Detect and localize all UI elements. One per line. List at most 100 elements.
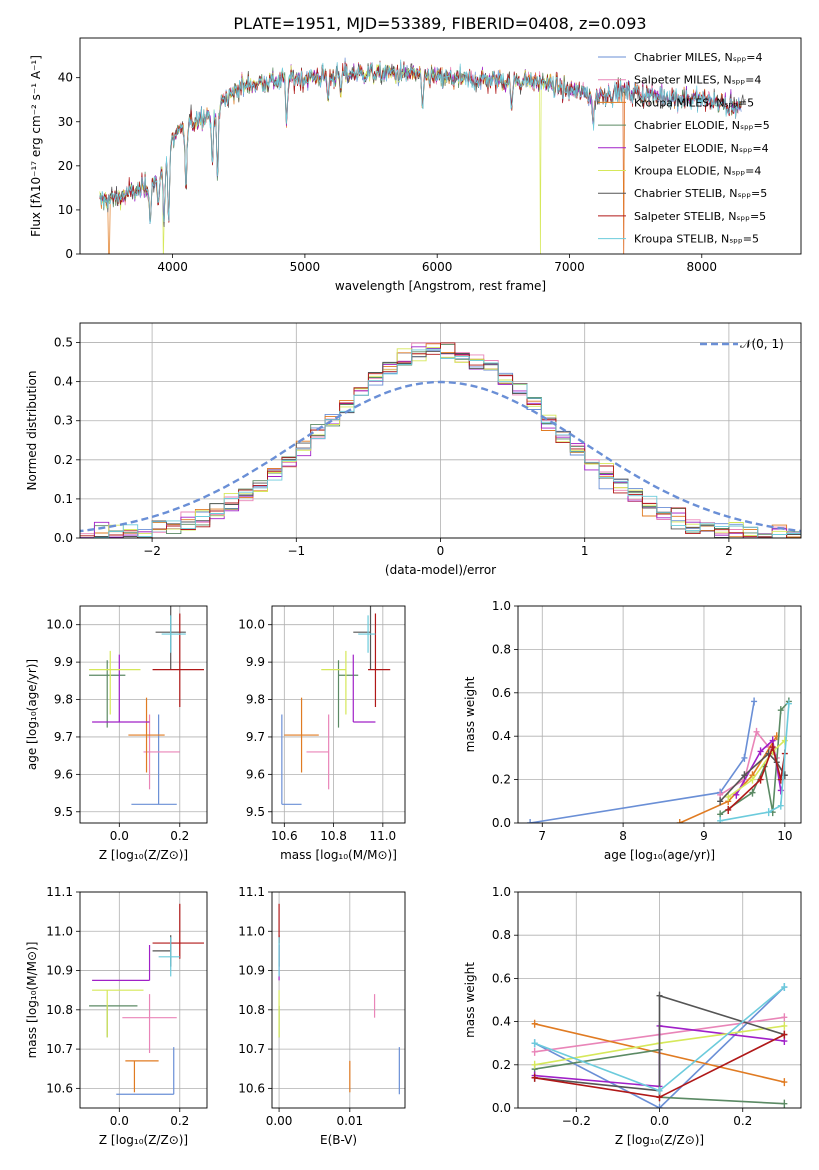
weight-point: [656, 991, 663, 1000]
y-axis-label: mass weight: [463, 962, 477, 1038]
y-axis-label: Flux [fλ10⁻¹⁷ erg cm⁻² s⁻¹ A⁻¹]: [29, 55, 43, 237]
weight-point: [781, 1078, 788, 1087]
x-tick-label: 2: [725, 544, 733, 558]
x-tick-label: 7000: [554, 260, 585, 274]
y-tick-label: 10.7: [46, 1042, 73, 1056]
y-tick-label: 10.9: [238, 964, 265, 978]
weight-point: [781, 1013, 788, 1022]
y-tick-label: 9.6: [54, 767, 73, 781]
x-tick-label: 7: [538, 829, 546, 843]
y-tick-label: 0.4: [54, 375, 73, 389]
y-tick-label: 10.8: [238, 1003, 265, 1017]
legend-label: Chabrier MILES, Nₛₚₚ=4: [634, 51, 763, 64]
weight-point: [785, 699, 792, 708]
plot-area: [89, 606, 204, 805]
x-tick-label: 0: [437, 544, 445, 558]
y-tick-label: 10: [58, 203, 73, 217]
figure-title: PLATE=1951, MJD=53389, FIBERID=0408, z=0…: [233, 14, 646, 33]
x-tick-label: 6000: [422, 260, 453, 274]
x-tick-label: 10.6: [271, 829, 298, 843]
y-tick-label: 10.7: [238, 1042, 265, 1056]
weight-line: [727, 739, 786, 798]
y-tick-label: 10.9: [46, 964, 73, 978]
plot-area: [80, 342, 801, 538]
y-axis-label: mass [log₁₀(M/M⊙)]: [25, 942, 39, 1059]
plot-area: [531, 983, 788, 1108]
weight-point: [777, 706, 784, 715]
weight-point: [749, 788, 756, 797]
weight-point: [765, 808, 772, 817]
x-tick-label: 0.2: [170, 1114, 189, 1128]
weight-point: [753, 727, 760, 736]
weight-point: [725, 792, 732, 801]
axes-frame: [79, 322, 802, 539]
weight-point: [781, 1021, 788, 1030]
panel-weight-vs-Z: −0.2 0.0 0.2 0.0 0.2 0.4 0.6 0.8 1.0 Z [log₁₀(Z/Z…: [463, 885, 802, 1147]
x-tick-label: 0.0: [110, 829, 129, 843]
weight-line: [529, 701, 755, 823]
y-tick-label: 40: [58, 71, 73, 85]
legend-label: Salpeter ELODIE, Nₛₚₚ=4: [634, 142, 769, 155]
y-tick-label: 10.6: [46, 1081, 73, 1095]
y-tick-label: 0.6: [492, 686, 511, 700]
y-axis-label: Normed distribution: [25, 371, 39, 491]
plot-area: [281, 606, 391, 805]
weight-point: [741, 771, 748, 780]
panel-weight-vs-age: 7 8 9 10 0.0 0.2 0.4 0.6 0.8 1.0 age [log₁₀(age/yr…: [463, 599, 802, 862]
x-axis-label: Z [log₁₀(Z/Z⊙)]: [99, 1133, 188, 1147]
panel-mass-vs-EBV: 0.00 0.01 10.6 10.7 10.8 10.9 11.0 11.1 E(B-V): [238, 885, 406, 1147]
x-tick-label: −0.2: [562, 1114, 591, 1128]
y-tick-label: 1.0: [492, 885, 511, 899]
y-tick-label: 0.2: [492, 1058, 511, 1072]
y-tick-label: 0.8: [492, 928, 511, 942]
x-tick-label: 5000: [290, 260, 321, 274]
x-axis-label: E(B-V): [320, 1133, 357, 1147]
axes-frame: [79, 891, 208, 1109]
legend-label: Kroupa ELODIE, Nₛₚₚ=4: [634, 165, 761, 178]
y-tick-label: 0.1: [54, 492, 73, 506]
x-tick-label: 0.2: [733, 1114, 752, 1128]
weight-point: [751, 697, 758, 706]
legend-label: Salpeter MILES, Nₛₚₚ=4: [634, 74, 761, 87]
plot-area: [278, 903, 400, 1095]
weight-line: [534, 986, 785, 1108]
y-tick-label: 0: [65, 247, 73, 261]
x-tick-label: −1: [287, 544, 305, 558]
y-tick-label: 9.8: [54, 693, 73, 707]
axes-frame: [517, 605, 802, 824]
y-tick-label: 0.5: [54, 336, 73, 350]
y-tick-label: 30: [58, 115, 73, 129]
y-tick-label: 10.0: [238, 618, 265, 632]
weight-point: [781, 983, 788, 992]
weight-point: [676, 819, 683, 823]
x-axis-label: Z [log₁₀(Z/Z⊙)]: [615, 1133, 704, 1147]
plot-area: [527, 697, 792, 823]
x-tick-label: 0.0: [650, 1114, 669, 1128]
x-tick-label: 11.0: [369, 829, 396, 843]
x-axis-label: (data-model)/error: [385, 563, 496, 577]
axes-frame: [79, 37, 802, 255]
x-tick-label: 10.8: [320, 829, 347, 843]
weight-point: [757, 775, 764, 784]
weight-line: [534, 994, 785, 1092]
gaussian-reference: [80, 380, 801, 533]
x-tick-label: 4000: [157, 260, 188, 274]
weight-point: [777, 801, 784, 810]
legend-label: Kroupa STELIB, Nₛₚₚ=5: [634, 233, 759, 246]
y-tick-label: 20: [58, 159, 73, 173]
weight-point: [656, 1086, 663, 1095]
axes-frame: [271, 605, 406, 824]
legend-label: 𝒩(0, 1): [740, 337, 784, 351]
weight-point: [531, 1039, 538, 1048]
x-tick-label: 8: [619, 829, 627, 843]
panel-age-vs-Z: 0.0 0.2 9.5 9.6 9.7 9.8 9.9 10.0 Z [log₁₀(Z/Z⊙)]…: [25, 605, 208, 862]
y-tick-label: 9.5: [54, 805, 73, 819]
weight-point: [781, 1030, 788, 1039]
legend-label: Chabrier ELODIE, Nₛₚₚ=5: [634, 119, 770, 132]
weight-point: [757, 747, 764, 756]
weight-point: [769, 743, 776, 752]
y-tick-label: 10.8: [46, 1003, 73, 1017]
y-tick-label: 0.4: [492, 729, 511, 743]
y-tick-label: 11.0: [238, 924, 265, 938]
x-tick-label: 0.01: [336, 1114, 363, 1128]
